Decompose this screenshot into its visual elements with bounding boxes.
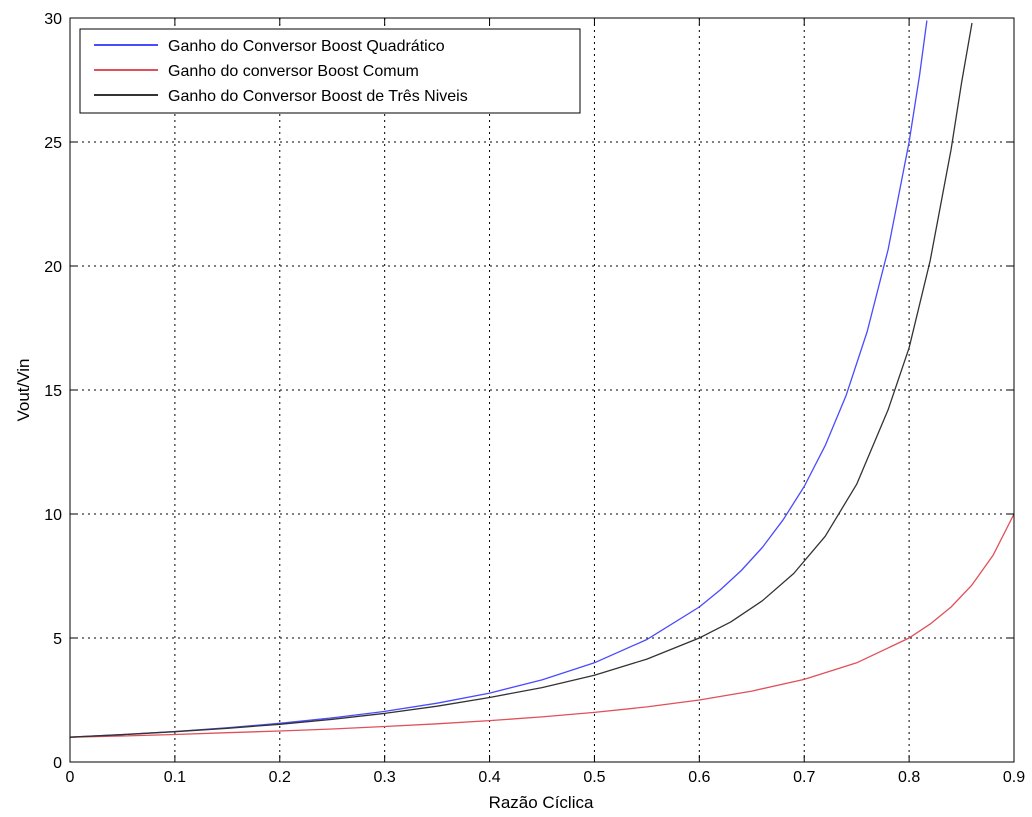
x-tick-label: 0.8 [898, 769, 920, 786]
plot-area [70, 18, 1014, 762]
x-tick-label: 0.9 [1003, 769, 1025, 786]
y-axis-label: Vout/Vin [14, 358, 33, 421]
x-tick-label: 0.6 [688, 769, 710, 786]
y-tick-label: 10 [44, 507, 62, 524]
y-tick-label: 20 [44, 259, 62, 276]
y-tick-label: 25 [44, 135, 62, 152]
x-tick-label: 0.2 [269, 769, 291, 786]
legend-box [79, 28, 581, 114]
x-tick-label: 0.5 [583, 769, 605, 786]
y-axis-tick-labels: 0 5 10 15 20 25 30 [44, 11, 62, 772]
axis-ticks [69, 17, 1015, 763]
x-tick-label: 0.1 [164, 769, 186, 786]
legend-label-2: Ganho do conversor Boost Comum [168, 63, 419, 80]
series-line-2 [69, 513, 1015, 738]
legend: Ganho do Conversor Boost Quadrático Ganho… [79, 28, 581, 114]
legend-label-3: Ganho do Conversor Boost de Três Niveis [168, 88, 468, 105]
y-tick-label: 0 [53, 755, 62, 772]
x-axis-label: Razão Cíclica [489, 793, 594, 812]
x-tick-label: 0.3 [374, 769, 396, 786]
x-tick-label: 0.7 [793, 769, 815, 786]
y-tick-label: 5 [53, 631, 62, 648]
legend-label-1: Ganho do Conversor Boost Quadrático [168, 38, 445, 55]
series-line-1 [69, 20, 928, 738]
x-axis-tick-labels: 0 0.1 0.2 0.3 0.4 0.5 0.6 0.7 0.8 0.9 [66, 769, 1026, 786]
y-tick-label: 30 [44, 11, 62, 28]
grid [70, 18, 1014, 762]
x-tick-label: 0 [66, 769, 75, 786]
series-lines [69, 20, 1015, 738]
y-tick-label: 15 [44, 383, 62, 400]
series-line-3 [69, 22, 973, 738]
x-tick-label: 0.4 [478, 769, 500, 786]
